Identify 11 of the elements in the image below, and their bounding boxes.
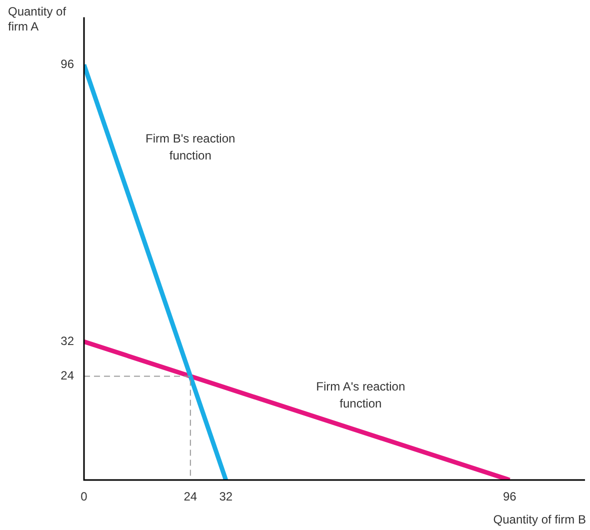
y-tick-label: 96 xyxy=(60,57,74,72)
y-tick-label: 24 xyxy=(60,368,74,383)
x-tick-label: 24 xyxy=(184,490,198,504)
x-tick-label: 32 xyxy=(219,490,233,504)
y-tick-label: 32 xyxy=(60,334,74,348)
x-tick-label: 0 xyxy=(80,490,88,504)
x-axis-title: Quantity of firm B xyxy=(493,512,586,526)
series-label: Firm A's reaction function xyxy=(316,379,406,410)
y-axis-title: Quantity of firm A xyxy=(8,4,67,34)
x-tick-label: 96 xyxy=(502,490,517,504)
text: Firm B's reaction function xyxy=(146,132,236,163)
